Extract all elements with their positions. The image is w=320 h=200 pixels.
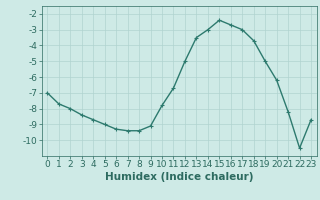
X-axis label: Humidex (Indice chaleur): Humidex (Indice chaleur) <box>105 172 253 182</box>
